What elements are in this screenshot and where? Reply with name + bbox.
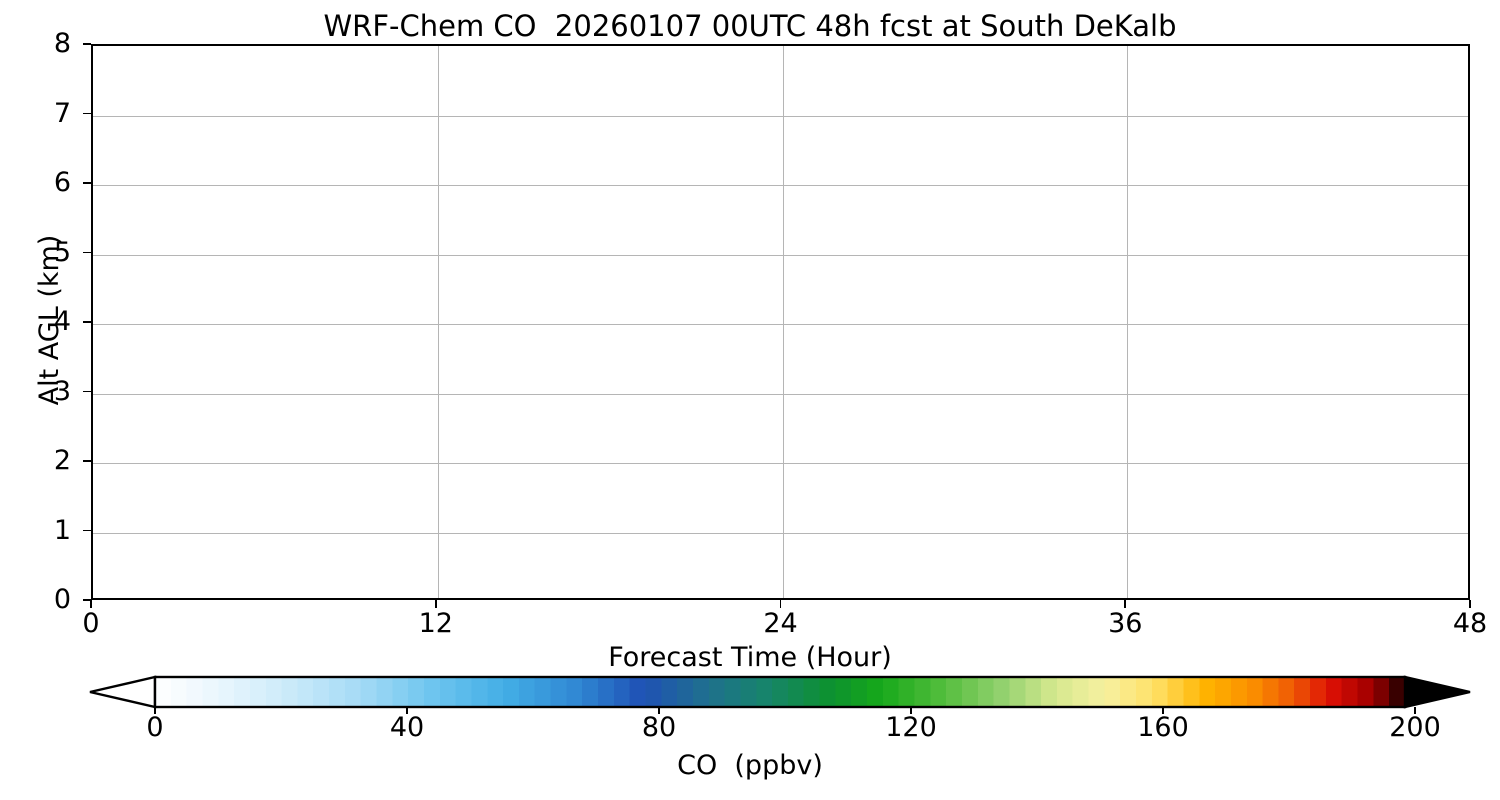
gridlines — [93, 46, 1468, 598]
colorbar-tick-label: 40 — [389, 712, 425, 743]
x-tick-mark — [779, 600, 782, 608]
colorbar-tick-label: 120 — [885, 712, 937, 743]
x-tick-mark — [1469, 600, 1471, 608]
gridline-vertical — [437, 46, 439, 598]
x-tick-label: 12 — [418, 608, 453, 639]
colorbar-tick-mark — [154, 707, 156, 714]
x-tick-label: 36 — [1108, 608, 1143, 639]
chart-title: WRF-Chem CO 20260107 00UTC 48h fcst at S… — [323, 9, 1177, 43]
gridline-horizontal — [93, 324, 1468, 325]
x-tick-mark — [434, 600, 437, 608]
colorbar-tick-label: 160 — [1137, 712, 1189, 743]
y-tick-label: 0 — [53, 584, 71, 615]
colorbar-tick-label: 0 — [146, 712, 164, 743]
gridline-horizontal — [93, 393, 1468, 395]
y-tick-mark — [83, 390, 91, 393]
y-tick-mark — [83, 43, 91, 45]
y-tick-mark — [83, 182, 91, 184]
x-tick-label: 48 — [1452, 608, 1488, 639]
x-tick-label: 0 — [82, 608, 100, 639]
colorbar-label: CO (ppbv) — [677, 750, 823, 781]
plot-area — [91, 44, 1470, 600]
gridline-horizontal — [93, 185, 1468, 186]
y-tick-mark — [83, 112, 91, 115]
gridline-vertical — [782, 46, 784, 598]
y-tick-mark — [83, 599, 91, 601]
x-tick-label: 24 — [763, 608, 798, 639]
colorbar-tick-mark — [1162, 707, 1164, 714]
x-tick-mark — [1124, 600, 1127, 608]
gridline-horizontal — [93, 254, 1468, 256]
colorbar-tick-mark — [658, 707, 660, 714]
colorbar-tick-mark — [1414, 707, 1416, 714]
y-tick-label: 2 — [53, 445, 71, 476]
y-tick-label: 1 — [53, 514, 71, 546]
y-tick-label: 3 — [53, 375, 71, 407]
gridline-horizontal — [93, 115, 1468, 117]
gridline-horizontal — [93, 463, 1468, 464]
colorbar-tick-mark — [910, 707, 912, 714]
colorbar-tick-label: 200 — [1389, 712, 1441, 743]
x-tick-mark — [90, 600, 92, 608]
colorbar-max-extend-arrow — [1403, 675, 1471, 709]
colorbar-min-extend-arrow — [89, 675, 157, 709]
gridline-vertical — [1127, 46, 1129, 598]
colorbar-tick-label: 80 — [641, 712, 677, 743]
x-axis-label: Forecast Time (Hour) — [608, 642, 892, 673]
y-tick-mark — [83, 321, 91, 323]
y-tick-label: 6 — [53, 167, 71, 198]
y-tick-mark — [83, 460, 91, 462]
y-tick-label: 4 — [53, 306, 71, 337]
colorbar-tick-mark — [406, 707, 408, 714]
colorbar-gradient — [89, 675, 1471, 709]
gridline-horizontal — [93, 532, 1468, 534]
colorbar-body — [153, 675, 1407, 709]
y-tick-label: 8 — [53, 28, 71, 59]
y-tick-mark — [83, 529, 91, 532]
y-tick-label: 5 — [53, 236, 71, 268]
y-tick-label: 7 — [53, 97, 71, 129]
y-tick-mark — [83, 251, 91, 254]
